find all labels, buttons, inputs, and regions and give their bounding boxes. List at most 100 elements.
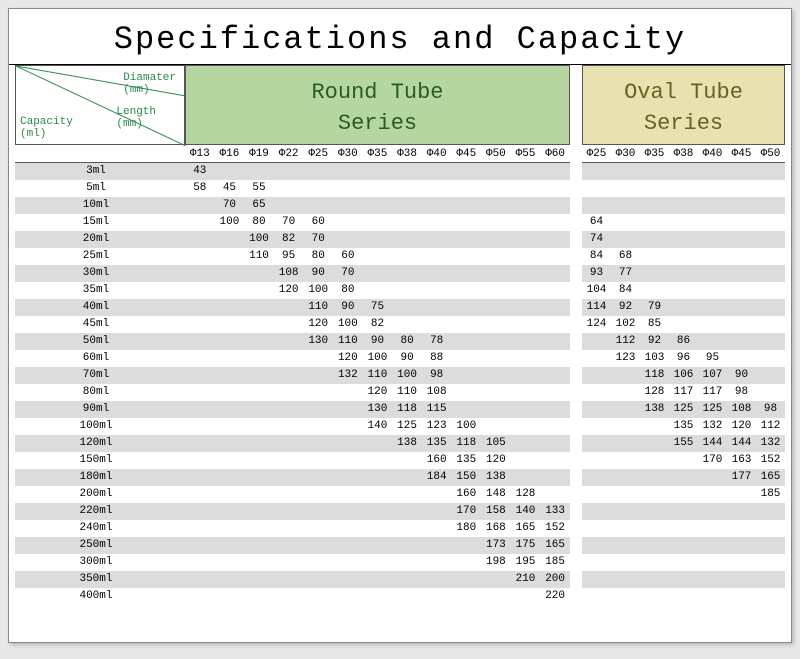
value-cell xyxy=(333,469,363,486)
value-cell xyxy=(640,486,669,503)
value-cell xyxy=(756,384,785,401)
value-cell xyxy=(274,299,304,316)
value-cell xyxy=(392,486,422,503)
value-cell xyxy=(756,248,785,265)
value-cell xyxy=(698,316,727,333)
value-cell: 185 xyxy=(756,486,785,503)
value-cell xyxy=(392,316,422,333)
value-cell: 88 xyxy=(422,350,452,367)
value-cell xyxy=(756,537,785,554)
table-row: 1201009088 xyxy=(185,350,570,367)
table-row: 13211010098 xyxy=(185,367,570,384)
value-cell xyxy=(698,282,727,299)
value-cell xyxy=(540,350,570,367)
value-cell xyxy=(303,452,333,469)
table-row: 10484 xyxy=(582,282,785,299)
value-cell: 170 xyxy=(451,503,481,520)
value-cell xyxy=(392,520,422,537)
value-cell xyxy=(727,486,756,503)
value-cell xyxy=(185,452,215,469)
value-cell xyxy=(215,537,245,554)
value-cell: 82 xyxy=(274,231,304,248)
value-cell xyxy=(727,588,756,605)
value-cell xyxy=(540,265,570,282)
value-cell xyxy=(669,299,698,316)
value-cell xyxy=(540,469,570,486)
value-cell xyxy=(481,299,511,316)
value-cell xyxy=(582,401,611,418)
value-cell xyxy=(215,435,245,452)
value-cell xyxy=(727,265,756,282)
table-row: 12010080 xyxy=(185,282,570,299)
diameter-header: Φ30 xyxy=(611,145,640,162)
value-cell: 133 xyxy=(540,503,570,520)
value-cell xyxy=(451,350,481,367)
table-row: 160135120 xyxy=(185,452,570,469)
capacity-cell: 15ml xyxy=(15,214,185,231)
value-cell xyxy=(511,163,541,180)
value-cell xyxy=(611,384,640,401)
value-cell xyxy=(392,197,422,214)
value-cell xyxy=(185,588,215,605)
value-cell xyxy=(511,214,541,231)
table-row: 1231039695 xyxy=(582,350,785,367)
capacity-row: 300ml xyxy=(15,554,185,571)
value-cell xyxy=(244,554,274,571)
table-row: 120110108 xyxy=(185,384,570,401)
value-cell xyxy=(698,571,727,588)
table-row xyxy=(582,554,785,571)
value-cell xyxy=(363,537,393,554)
value-cell xyxy=(244,350,274,367)
value-cell xyxy=(244,163,274,180)
round-series-header: Round Tube Series xyxy=(185,65,570,145)
value-cell xyxy=(481,571,511,588)
value-cell xyxy=(363,571,393,588)
value-cell xyxy=(698,520,727,537)
value-cell xyxy=(422,248,452,265)
value-cell: 95 xyxy=(698,350,727,367)
capacity-cell: 250ml xyxy=(15,537,185,554)
value-cell xyxy=(481,265,511,282)
value-cell xyxy=(582,537,611,554)
value-cell: 78 xyxy=(422,333,452,350)
value-cell xyxy=(727,520,756,537)
value-cell xyxy=(185,299,215,316)
value-cell xyxy=(727,503,756,520)
value-cell xyxy=(392,571,422,588)
value-cell: 124 xyxy=(582,316,611,333)
value-cell xyxy=(215,469,245,486)
value-cell: 144 xyxy=(698,435,727,452)
capacity-row: 350ml xyxy=(15,571,185,588)
value-cell xyxy=(511,384,541,401)
value-cell xyxy=(756,350,785,367)
value-cell xyxy=(640,571,669,588)
value-cell xyxy=(582,469,611,486)
capacity-cell: 20ml xyxy=(15,231,185,248)
value-cell xyxy=(451,537,481,554)
value-cell xyxy=(481,180,511,197)
value-cell: 195 xyxy=(511,554,541,571)
value-cell: 132 xyxy=(698,418,727,435)
value-cell xyxy=(756,231,785,248)
value-cell xyxy=(451,316,481,333)
value-cell xyxy=(451,214,481,231)
value-cell: 115 xyxy=(422,401,452,418)
table-row: 184150138 xyxy=(185,469,570,486)
value-cell xyxy=(511,333,541,350)
capacity-rows: 3ml5ml10ml15ml20ml25ml30ml35ml40ml45ml50… xyxy=(15,163,185,605)
value-cell xyxy=(669,469,698,486)
value-cell xyxy=(244,333,274,350)
value-cell xyxy=(303,486,333,503)
value-cell xyxy=(244,384,274,401)
value-cell: 110 xyxy=(244,248,274,265)
value-cell xyxy=(451,197,481,214)
value-cell xyxy=(422,180,452,197)
value-cell xyxy=(669,316,698,333)
capacity-cell: 10ml xyxy=(15,197,185,214)
value-cell xyxy=(333,214,363,231)
value-cell xyxy=(582,452,611,469)
value-cell xyxy=(640,214,669,231)
value-cell: 65 xyxy=(244,197,274,214)
round-data-rows: 4358455570651008070601008270110958060108… xyxy=(185,163,570,605)
value-cell xyxy=(698,180,727,197)
